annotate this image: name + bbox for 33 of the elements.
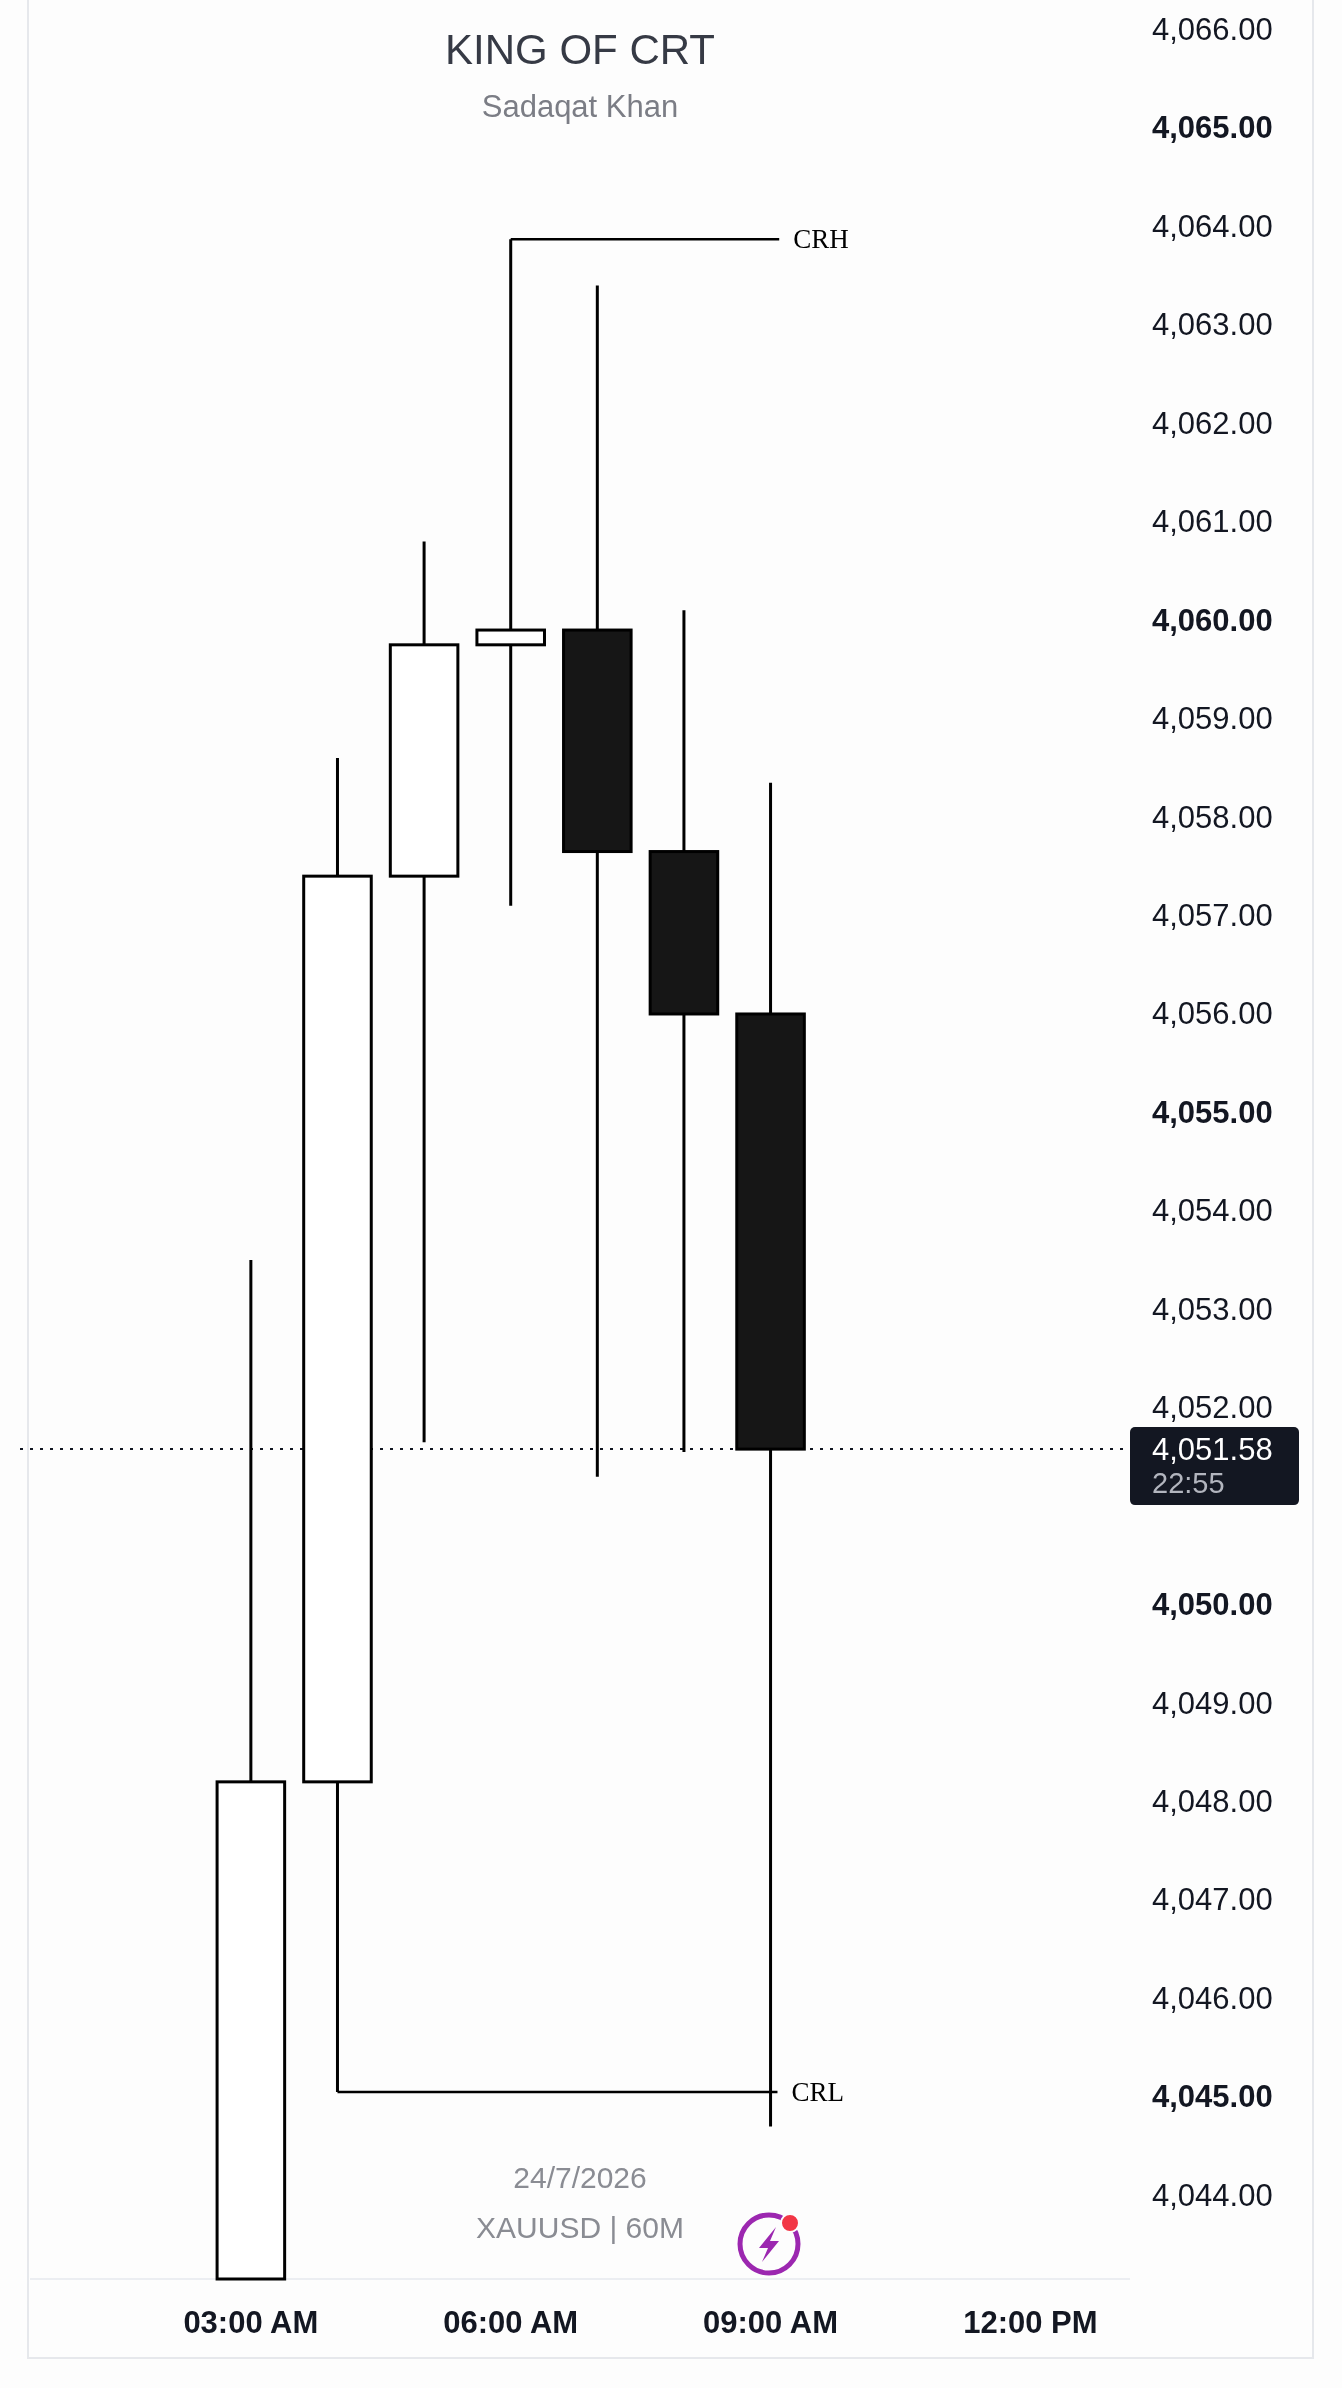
annotation: CRL <box>791 2076 844 2107</box>
y-tick-label: 4,054.00 <box>1152 1193 1273 1229</box>
y-tick-label: 4,061.00 <box>1152 504 1273 540</box>
y-tick-label: 4,050.00 <box>1152 1587 1273 1623</box>
y-tick-label: 4,065.00 <box>1152 110 1273 146</box>
y-tick-label: 4,066.00 <box>1152 12 1273 48</box>
x-tick-label: 06:00 AM <box>443 2304 579 2340</box>
ref-line-label: 4,051.58 22:55 <box>1152 1431 1273 1500</box>
y-tick-label: 4,063.00 <box>1152 307 1273 343</box>
annotation: 24/7/2026 <box>513 2160 647 2194</box>
y-tick-label: 4,055.00 <box>1152 1094 1273 1130</box>
x-tick-label: 03:00 AM <box>183 2304 319 2340</box>
y-tick-label: 4,049.00 <box>1152 1685 1273 1721</box>
y-tick-label: 4,062.00 <box>1152 405 1273 441</box>
annotation: CRH <box>793 224 849 255</box>
y-tick-label: 4,047.00 <box>1152 1882 1273 1918</box>
y-tick-label: 4,046.00 <box>1152 1980 1273 2016</box>
y-tick-label: 4,059.00 <box>1152 701 1273 737</box>
annotation: XAUUSD | 60M <box>476 2210 684 2244</box>
y-tick-label: 4,060.00 <box>1152 602 1273 638</box>
y-tick-label: 4,053.00 <box>1152 1291 1273 1327</box>
x-tick-label: 12:00 PM <box>963 2304 1098 2340</box>
y-tick-label: 4,064.00 <box>1152 208 1273 244</box>
y-tick-label: 4,048.00 <box>1152 1784 1273 1820</box>
y-tick-label: 4,045.00 <box>1152 2079 1273 2115</box>
x-tick-label: 09:00 AM <box>703 2304 839 2340</box>
y-tick-label: 4,052.00 <box>1152 1390 1273 1426</box>
text: KING OF CRT <box>445 26 715 73</box>
text: Sadaqat Khan <box>481 89 679 124</box>
y-tick-label: 4,056.00 <box>1152 996 1273 1032</box>
y-tick-label: 4,044.00 <box>1152 2177 1273 2213</box>
y-tick-label: 4,058.00 <box>1152 799 1273 835</box>
y-tick-label: 4,057.00 <box>1152 898 1273 934</box>
